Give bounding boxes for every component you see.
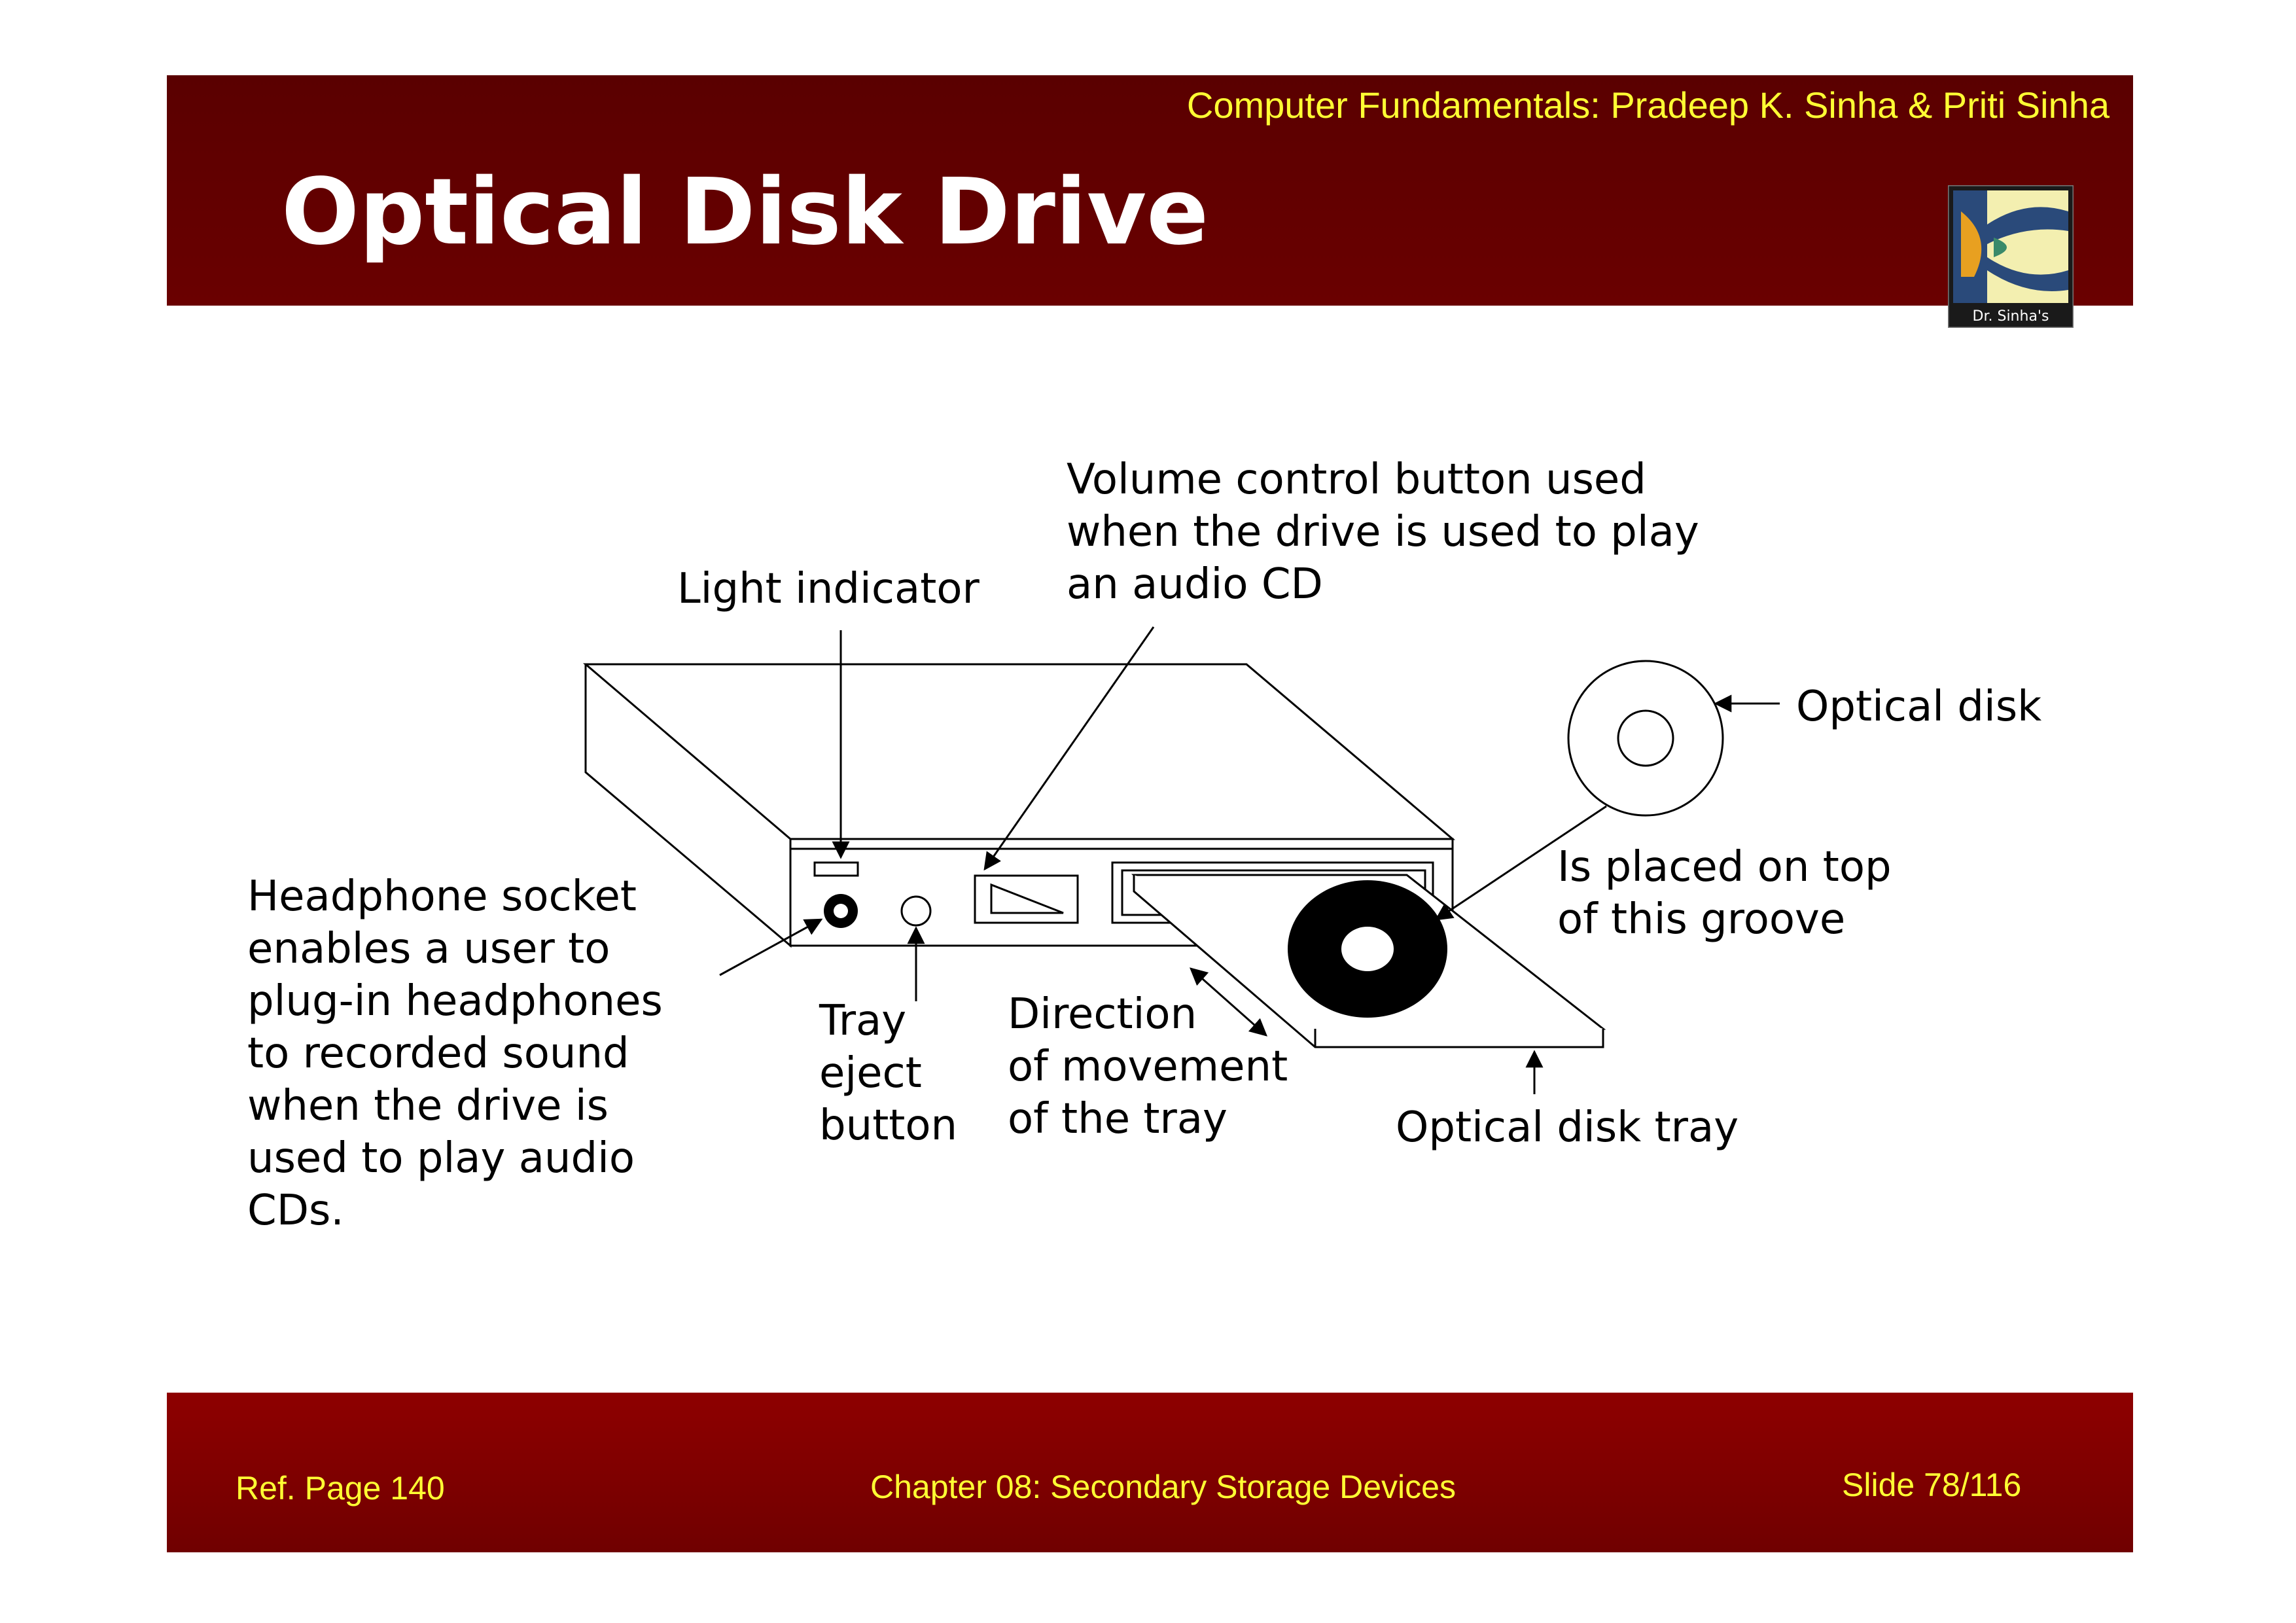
light-indicator — [813, 861, 859, 877]
label-groove: Is placed on top of this groove — [1557, 843, 1892, 944]
tray-eject-button — [900, 895, 932, 927]
header-band — [167, 75, 2133, 306]
label-light-indicator: Light indicator — [677, 565, 980, 613]
arrow-groove — [1434, 805, 1607, 921]
label-optical-disk: Optical disk — [1796, 683, 2042, 731]
ref-page: Ref. Page 140 — [236, 1470, 445, 1507]
book-credit: Computer Fundamentals: Pradeep K. Sinha … — [1186, 84, 2110, 126]
label-tray-direction: Direction of movement of the tray — [1008, 990, 1288, 1143]
chapter-title: Chapter 08: Secondary Storage Devices — [870, 1469, 1456, 1505]
label-tray-eject: Tray eject button — [819, 997, 958, 1150]
footer-band — [167, 1393, 2133, 1552]
slide-number: Slide 78/116 — [1842, 1467, 2022, 1503]
arrow-tray-direction — [1189, 967, 1268, 1037]
label-headphone-socket: Headphone socket enables a user to plug-… — [247, 872, 663, 1235]
author-logo: Dr. Sinha's — [1948, 185, 2074, 328]
label-disk-tray: Optical disk tray — [1396, 1103, 1739, 1152]
arrow-headphone-socket — [719, 918, 823, 976]
slide-title: Optical Disk Drive — [281, 159, 1209, 266]
label-volume-control: Volume control button used when the driv… — [1067, 455, 1699, 609]
logo-text: Dr. Sinha's — [1973, 308, 2049, 325]
arrow-volume-control — [983, 626, 1155, 871]
